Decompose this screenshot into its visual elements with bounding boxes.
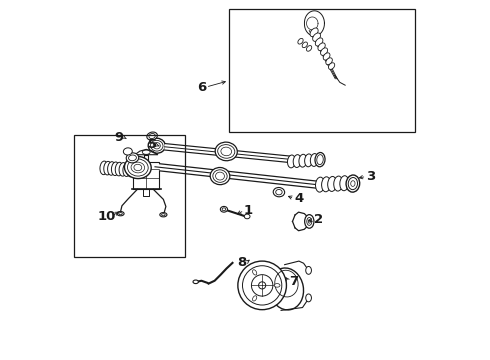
Ellipse shape: [215, 142, 237, 161]
Ellipse shape: [111, 162, 120, 176]
Ellipse shape: [288, 155, 295, 168]
Ellipse shape: [326, 58, 332, 65]
Ellipse shape: [252, 270, 257, 275]
Ellipse shape: [115, 162, 123, 176]
Ellipse shape: [320, 48, 328, 55]
Ellipse shape: [316, 177, 324, 192]
Ellipse shape: [148, 138, 165, 153]
Ellipse shape: [306, 294, 312, 302]
Ellipse shape: [298, 39, 303, 44]
Ellipse shape: [310, 28, 318, 37]
Circle shape: [238, 261, 287, 310]
Ellipse shape: [124, 156, 151, 179]
Ellipse shape: [270, 268, 303, 310]
Text: 6: 6: [197, 81, 206, 94]
Bar: [229, 9, 415, 132]
Text: 7: 7: [289, 275, 298, 288]
Ellipse shape: [104, 161, 112, 175]
Polygon shape: [135, 149, 158, 155]
Ellipse shape: [123, 148, 132, 155]
Ellipse shape: [123, 163, 131, 176]
Ellipse shape: [328, 176, 337, 192]
Ellipse shape: [220, 206, 227, 212]
Ellipse shape: [210, 167, 230, 185]
Ellipse shape: [127, 163, 135, 177]
Ellipse shape: [306, 46, 312, 51]
Ellipse shape: [310, 154, 318, 166]
Ellipse shape: [305, 154, 313, 167]
Ellipse shape: [315, 153, 325, 167]
Ellipse shape: [252, 296, 257, 301]
Text: 2: 2: [314, 213, 323, 226]
Ellipse shape: [328, 63, 335, 69]
Ellipse shape: [147, 132, 157, 140]
Ellipse shape: [160, 212, 167, 217]
Ellipse shape: [318, 43, 325, 51]
Ellipse shape: [334, 176, 343, 191]
Ellipse shape: [302, 42, 307, 48]
Ellipse shape: [100, 161, 108, 175]
Ellipse shape: [273, 188, 285, 197]
Ellipse shape: [274, 284, 280, 287]
Ellipse shape: [323, 53, 330, 60]
Ellipse shape: [126, 153, 139, 163]
Ellipse shape: [117, 212, 124, 216]
Ellipse shape: [321, 177, 331, 192]
Text: 10: 10: [97, 210, 116, 223]
Ellipse shape: [346, 175, 360, 192]
Ellipse shape: [305, 215, 314, 228]
Ellipse shape: [315, 38, 323, 46]
Ellipse shape: [119, 163, 127, 176]
Text: 8: 8: [237, 256, 246, 269]
Bar: [74, 135, 185, 257]
Bar: [133, 162, 159, 189]
Ellipse shape: [340, 176, 349, 191]
Text: 5: 5: [147, 139, 157, 152]
Ellipse shape: [108, 162, 116, 175]
Ellipse shape: [313, 33, 320, 41]
Ellipse shape: [306, 266, 312, 274]
Ellipse shape: [293, 155, 301, 167]
Ellipse shape: [299, 154, 307, 167]
Ellipse shape: [245, 214, 250, 219]
Text: 9: 9: [115, 131, 124, 144]
Text: 4: 4: [294, 192, 303, 205]
Ellipse shape: [193, 280, 198, 284]
Polygon shape: [304, 11, 324, 36]
Text: 3: 3: [366, 170, 375, 183]
Text: 1: 1: [244, 204, 253, 217]
